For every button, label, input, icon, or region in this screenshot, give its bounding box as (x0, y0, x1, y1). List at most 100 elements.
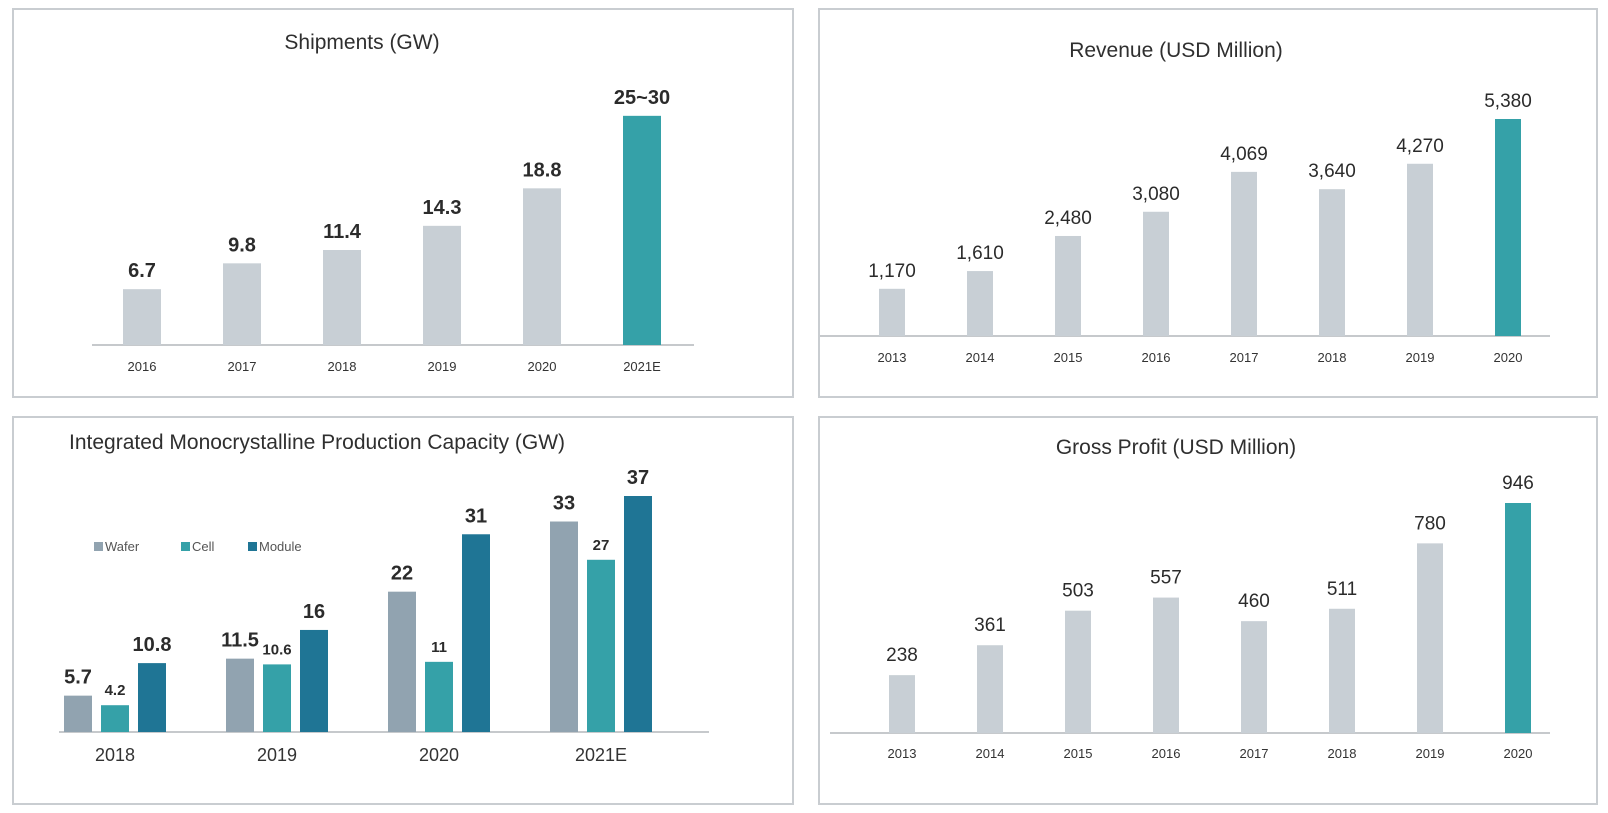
gross-category-label-2015: 2015 (1064, 746, 1093, 761)
capacity-value-label-cell-2021E: 27 (593, 537, 610, 554)
revenue-category-label-2015: 2015 (1054, 350, 1083, 365)
gross-value-label-2020: 946 (1502, 473, 1534, 494)
gross-bar-2015 (1065, 610, 1091, 733)
gross-value-label-2013: 238 (886, 645, 918, 666)
capacity-bar-cell-2020 (425, 661, 453, 732)
revenue-title: Revenue (USD Million) (1069, 39, 1283, 62)
capacity-bar-wafer-2019 (226, 658, 254, 732)
revenue-value-label-2019: 4,270 (1396, 136, 1444, 157)
capacity-bar-module-2020 (462, 534, 490, 732)
gross-profit-chart: Gross Profit (USD Million) 238 2013 361 2014… (830, 436, 1550, 761)
revenue-category-label-2016: 2016 (1142, 350, 1171, 365)
shipments-value-label-2021E: 25~30 (614, 87, 670, 109)
capacity-legend-swatch-module (248, 542, 257, 551)
capacity-value-label-module-2019: 16 (303, 601, 325, 623)
capacity-legend-swatch-cell (181, 542, 190, 551)
revenue-category-label-2014: 2014 (966, 350, 995, 365)
capacity-category-label-2020: 2020 (419, 745, 459, 765)
capacity-bar-wafer-2021E (550, 521, 578, 732)
revenue-value-label-2013: 1,170 (868, 261, 916, 282)
shipments-value-label-2016: 6.7 (128, 260, 156, 282)
capacity-legend-label-module: Module (259, 539, 302, 554)
shipments-bar-2018 (323, 250, 361, 345)
revenue-bar-2020 (1495, 119, 1521, 336)
revenue-bar-2016 (1143, 211, 1169, 336)
capacity-value-label-wafer-2019: 11.5 (221, 630, 259, 652)
revenue-bar-2018 (1319, 189, 1345, 336)
gross-bar-2014 (977, 645, 1003, 733)
revenue-chart-panel: Revenue (USD Million) 1,170 2013 1,610 2014 2… (818, 8, 1598, 398)
shipments-category-label-2019: 2019 (428, 359, 457, 374)
shipments-category-label-2016: 2016 (128, 359, 157, 374)
revenue-category-label-2018: 2018 (1318, 350, 1347, 365)
revenue-category-label-2013: 2013 (878, 350, 907, 365)
shipments-bar-2021E (623, 115, 661, 345)
gross-bar-2020 (1505, 503, 1531, 733)
capacity-value-label-module-2020: 31 (465, 505, 487, 527)
capacity-value-label-wafer-2018: 5.7 (64, 667, 92, 689)
revenue-value-label-2016: 3,080 (1132, 184, 1180, 205)
gross-category-label-2017: 2017 (1240, 746, 1269, 761)
capacity-bar-cell-2018 (101, 705, 129, 732)
capacity-bar-module-2021E (624, 496, 652, 732)
gross-value-label-2019: 780 (1414, 513, 1446, 534)
shipments-value-label-2019: 14.3 (423, 197, 462, 219)
capacity-value-label-module-2018: 10.8 (133, 634, 172, 656)
capacity-value-label-wafer-2021E: 33 (553, 493, 575, 515)
revenue-category-label-2020: 2020 (1494, 350, 1523, 365)
shipments-value-label-2018: 11.4 (323, 221, 362, 243)
capacity-bar-cell-2019 (263, 664, 291, 732)
revenue-value-label-2020: 5,380 (1484, 91, 1532, 112)
capacity-chart-panel: Integrated Monocrystalline Production Ca… (12, 416, 794, 805)
shipments-bar-2019 (423, 225, 461, 345)
revenue-bar-2015 (1055, 235, 1081, 336)
gross-value-label-2015: 503 (1062, 581, 1094, 602)
capacity-value-label-cell-2019: 10.6 (262, 641, 291, 658)
capacity-value-label-module-2021E: 37 (627, 467, 649, 489)
shipments-bar-2020 (523, 188, 561, 345)
revenue-value-label-2017: 4,069 (1220, 144, 1268, 165)
revenue-bar-2017 (1231, 171, 1257, 336)
gross-category-label-2013: 2013 (888, 746, 917, 761)
shipments-bar-2016 (123, 289, 161, 345)
shipments-chart: Shipments (GW) 6.7 2016 9.8 2017 11.4 2018 14.3… (92, 31, 694, 374)
gross-bar-2013 (889, 675, 915, 733)
shipments-category-label-2017: 2017 (228, 359, 257, 374)
gross-category-label-2020: 2020 (1504, 746, 1533, 761)
capacity-bar-module-2018 (138, 663, 166, 732)
gross-bar-2016 (1153, 597, 1179, 733)
revenue-chart: Revenue (USD Million) 1,170 2013 1,610 2014 2… (820, 39, 1550, 365)
gross-bar-2019 (1417, 543, 1443, 733)
revenue-category-label-2019: 2019 (1406, 350, 1435, 365)
gross-category-label-2016: 2016 (1152, 746, 1181, 761)
capacity-value-label-cell-2018: 4.2 (105, 682, 126, 699)
gross-profit-chart-panel: Gross Profit (USD Million) 238 2013 361 2014… (818, 416, 1598, 805)
gross-bar-2017 (1241, 621, 1267, 733)
shipments-bar-2017 (223, 263, 261, 345)
capacity-legend-label-wafer: Wafer (105, 539, 140, 554)
gross-title: Gross Profit (USD Million) (1056, 436, 1296, 459)
capacity-bar-wafer-2020 (388, 591, 416, 732)
gross-category-label-2014: 2014 (976, 746, 1005, 761)
shipments-value-label-2020: 18.8 (523, 159, 562, 181)
capacity-chart: Integrated Monocrystalline Production Ca… (59, 431, 709, 765)
gross-category-label-2019: 2019 (1416, 746, 1445, 761)
revenue-value-label-2014: 1,610 (956, 243, 1004, 264)
revenue-bar-2014 (967, 271, 993, 336)
gross-value-label-2018: 511 (1327, 579, 1357, 600)
gross-category-label-2018: 2018 (1328, 746, 1357, 761)
capacity-legend-label-cell: Cell (192, 539, 215, 554)
gross-value-label-2016: 557 (1150, 568, 1182, 589)
capacity-bar-wafer-2018 (64, 695, 92, 732)
revenue-bar-2019 (1407, 163, 1433, 336)
revenue-value-label-2015: 2,480 (1044, 208, 1092, 229)
revenue-bar-2013 (879, 288, 905, 336)
capacity-bar-cell-2021E (587, 559, 615, 732)
capacity-value-label-wafer-2020: 22 (391, 563, 413, 585)
shipments-category-label-2018: 2018 (328, 359, 357, 374)
capacity-category-label-2019: 2019 (257, 745, 297, 765)
shipments-value-label-2017: 9.8 (228, 234, 256, 256)
capacity-legend-swatch-wafer (94, 542, 103, 551)
capacity-title: Integrated Monocrystalline Production Ca… (69, 431, 565, 454)
shipments-chart-panel: Shipments (GW) 6.7 2016 9.8 2017 11.4 2018 14.3… (12, 8, 794, 398)
